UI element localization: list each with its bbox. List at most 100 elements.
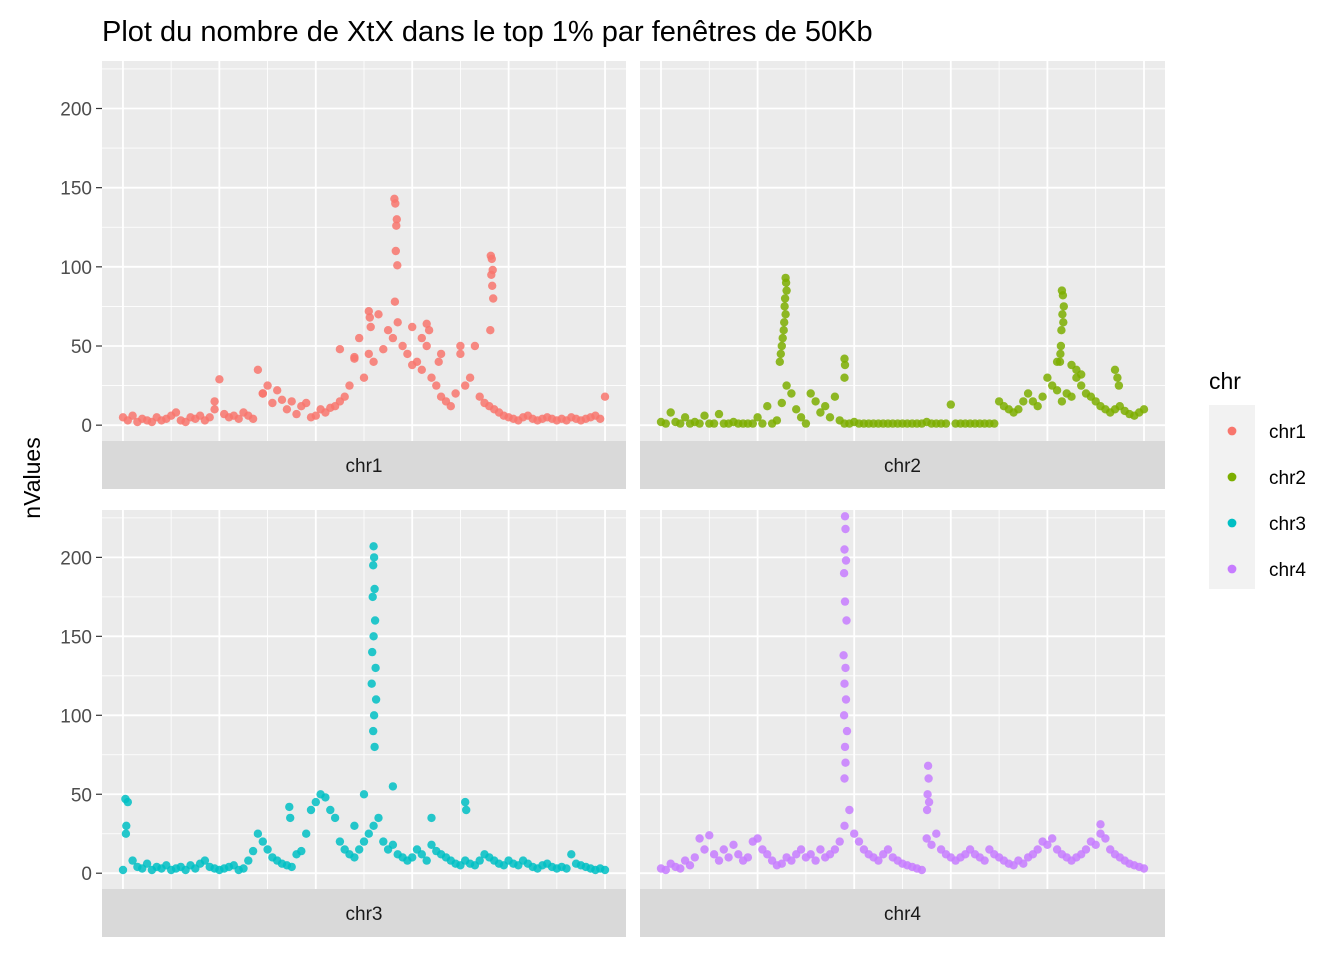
data-point — [753, 834, 762, 843]
data-point — [388, 333, 398, 343]
legend-key-chr1 — [1227, 426, 1237, 436]
data-point — [282, 405, 292, 414]
data-point — [1059, 302, 1069, 311]
data-point — [917, 865, 926, 875]
data-point — [1139, 405, 1149, 414]
data-point — [118, 865, 128, 875]
data-point — [763, 850, 772, 859]
data-point — [1057, 326, 1066, 335]
data-point — [368, 647, 377, 657]
data-point — [248, 846, 258, 856]
data-point — [980, 856, 989, 865]
data-point — [393, 261, 402, 270]
legend-label-chr3: chr3 — [1269, 514, 1306, 535]
data-point — [364, 349, 373, 359]
data-point — [700, 845, 709, 854]
data-point — [417, 333, 426, 343]
data-point — [729, 840, 738, 849]
data-point — [462, 805, 471, 815]
facet-strip-label: chr3 — [346, 904, 383, 925]
data-point — [422, 341, 431, 351]
data-point — [874, 856, 883, 865]
y-tick-label: 50 — [71, 337, 92, 358]
data-point — [775, 357, 784, 366]
data-point — [1038, 392, 1047, 401]
data-point — [391, 199, 400, 208]
data-point — [350, 853, 359, 862]
data-point — [1114, 381, 1124, 390]
data-point — [253, 829, 263, 838]
data-point — [821, 402, 830, 411]
data-point — [734, 850, 743, 859]
data-point — [990, 419, 999, 428]
data-point — [456, 349, 465, 359]
facet-strip — [102, 889, 626, 937]
data-point — [777, 859, 786, 868]
data-point — [355, 333, 364, 343]
data-point — [924, 774, 933, 783]
y-tick-label: 150 — [60, 627, 92, 648]
data-point — [562, 864, 571, 873]
data-point — [234, 414, 243, 423]
data-point — [753, 413, 762, 422]
data-point — [1058, 310, 1067, 319]
legend-key-chr2 — [1227, 472, 1237, 482]
data-point — [408, 322, 417, 332]
data-point — [840, 821, 849, 830]
data-point — [1043, 373, 1052, 382]
data-point — [253, 365, 263, 374]
data-point — [392, 215, 401, 224]
data-point — [383, 326, 393, 335]
data-point — [1014, 405, 1023, 414]
data-point — [465, 373, 475, 382]
facet-strip-label: chr2 — [884, 456, 921, 477]
data-point — [369, 821, 378, 830]
data-point — [369, 357, 378, 366]
data-point — [374, 813, 383, 823]
data-point — [1043, 840, 1052, 849]
data-point — [370, 616, 380, 625]
data-point — [685, 861, 695, 870]
data-point — [367, 679, 376, 688]
y-tick-label: 50 — [71, 785, 92, 806]
data-point — [268, 398, 277, 408]
data-point — [600, 392, 610, 401]
data-point — [311, 411, 320, 420]
data-point — [451, 389, 460, 398]
data-point — [1056, 341, 1066, 351]
data-point — [690, 853, 699, 862]
data-point — [840, 742, 850, 752]
data-point — [779, 326, 788, 335]
data-point — [841, 556, 851, 565]
data-point — [244, 856, 253, 865]
legend-key-background — [1209, 405, 1255, 589]
data-point — [1058, 291, 1068, 300]
data-point — [811, 856, 820, 865]
data-point — [359, 790, 369, 799]
data-point — [777, 398, 786, 408]
data-point — [1057, 397, 1067, 406]
data-point — [359, 373, 369, 382]
legend-label-chr1: chr1 — [1269, 422, 1306, 443]
data-point — [839, 569, 849, 578]
data-point — [780, 294, 790, 303]
data-point — [487, 254, 496, 264]
data-point — [374, 310, 383, 319]
data-point — [489, 294, 498, 303]
data-point — [398, 341, 407, 351]
data-point — [142, 859, 152, 868]
data-point — [210, 397, 219, 406]
data-point — [666, 408, 675, 417]
data-point — [403, 349, 412, 359]
y-tick-label: 100 — [60, 258, 92, 279]
data-point — [258, 837, 267, 846]
data-point — [932, 829, 941, 838]
data-point — [1023, 389, 1033, 398]
data-point — [210, 405, 219, 414]
data-point — [780, 318, 789, 327]
data-point — [486, 326, 495, 335]
data-point — [841, 695, 851, 704]
data-point — [122, 821, 131, 830]
facet-panels: 0 50 100 150 200 chr1 chr2 0 50 100 150 200 chr3 chr4 — [60, 61, 1165, 937]
